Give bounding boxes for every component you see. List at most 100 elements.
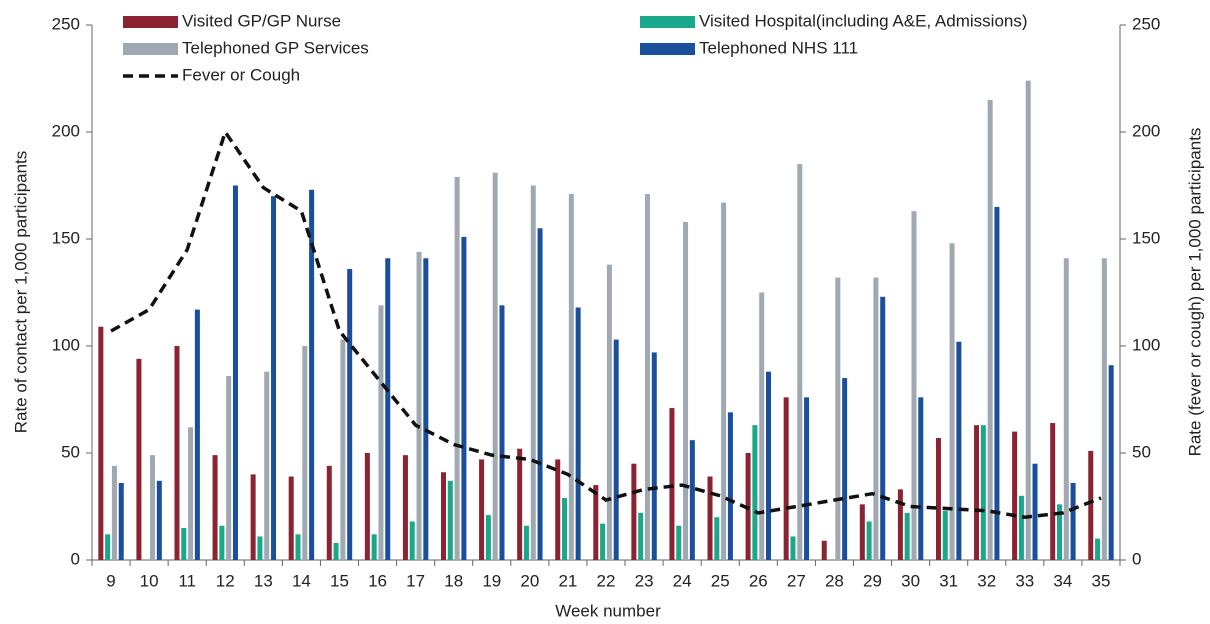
bar — [150, 455, 156, 560]
x-tick-label: 22 — [597, 571, 616, 590]
bar — [479, 459, 485, 560]
bar — [707, 476, 713, 560]
x-tick-label: 20 — [520, 571, 539, 590]
bar — [1050, 423, 1056, 560]
bar — [364, 453, 370, 560]
bar — [606, 264, 612, 560]
x-tick-label: 26 — [749, 571, 768, 590]
x-tick-label: 16 — [368, 571, 387, 590]
legend-label: Telephoned NHS 111 — [699, 38, 858, 57]
bar — [790, 536, 796, 560]
bar — [593, 485, 599, 560]
bar — [1032, 463, 1038, 560]
legend-label: Fever or Cough — [182, 65, 300, 84]
x-tick-label: 30 — [901, 571, 920, 590]
x-tick-label: 19 — [482, 571, 501, 590]
bar — [1095, 538, 1101, 560]
bar — [105, 534, 111, 560]
x-tick-label: 15 — [330, 571, 349, 590]
bar — [212, 455, 218, 560]
bar — [904, 512, 910, 560]
bar — [949, 243, 955, 560]
bar — [523, 525, 529, 560]
legend-label: Visited Hospital(including A&E, Admissio… — [699, 11, 1028, 30]
bar — [651, 352, 657, 560]
x-tick-label: 28 — [825, 571, 844, 590]
bar — [257, 536, 263, 560]
x-tick-label: 29 — [863, 571, 882, 590]
y-tick-label: 50 — [61, 442, 80, 461]
x-tick-label: 14 — [292, 571, 311, 590]
bar — [181, 527, 187, 560]
y2-tick-label: 200 — [1132, 121, 1160, 140]
bar — [295, 534, 301, 560]
bar — [880, 296, 886, 560]
bar — [492, 172, 498, 560]
bar — [568, 194, 574, 560]
y2-tick-label: 150 — [1132, 228, 1160, 247]
bar — [956, 341, 962, 560]
bar — [1063, 258, 1069, 560]
bar — [631, 463, 637, 560]
bar — [461, 236, 467, 561]
bar — [371, 534, 377, 560]
bar — [669, 408, 675, 560]
bar — [600, 523, 606, 560]
x-tick-label: 11 — [178, 571, 196, 590]
bar — [911, 211, 917, 560]
y-tick-label: 250 — [52, 14, 80, 33]
bar — [987, 99, 993, 561]
legend-swatch — [640, 43, 695, 55]
bar — [1012, 431, 1018, 560]
bar — [994, 206, 1000, 560]
bar — [638, 512, 644, 560]
bar — [835, 277, 841, 560]
y2-tick-label: 250 — [1132, 14, 1160, 33]
bar — [644, 194, 650, 560]
bar — [194, 309, 200, 560]
bar — [980, 425, 986, 560]
legend-label: Visited GP/GP Nurse — [182, 11, 341, 30]
bar — [326, 465, 332, 560]
y2-axis-label: Rate (fever or cough) per 1,000 particip… — [1185, 128, 1204, 457]
bar — [1018, 495, 1024, 560]
legend-swatch — [640, 16, 695, 28]
y2-tick-label: 50 — [1132, 442, 1151, 461]
x-tick-label: 9 — [106, 571, 115, 590]
bar — [1088, 450, 1094, 560]
bar — [759, 292, 765, 560]
x-tick-label: 21 — [558, 571, 577, 590]
bar — [347, 268, 353, 560]
bar — [1056, 504, 1062, 560]
bar — [309, 189, 315, 560]
x-tick-label: 32 — [977, 571, 996, 590]
bar — [721, 202, 727, 560]
bar — [1025, 80, 1031, 560]
x-tick-label: 17 — [406, 571, 425, 590]
bar — [1108, 365, 1114, 560]
y2-tick-label: 0 — [1132, 549, 1141, 568]
x-tick-label: 23 — [635, 571, 654, 590]
bar — [188, 427, 194, 560]
bar — [842, 378, 848, 560]
bar — [340, 339, 346, 560]
y2-tick-label: 100 — [1132, 335, 1160, 354]
bar — [250, 474, 256, 560]
x-tick-label: 13 — [254, 571, 273, 590]
bar — [485, 515, 491, 560]
bar — [174, 346, 180, 560]
bar — [613, 339, 619, 560]
bar — [575, 307, 581, 560]
bar — [537, 228, 543, 561]
bar — [530, 185, 536, 560]
x-axis-label: Week number — [555, 601, 661, 620]
bar — [118, 482, 124, 560]
x-tick-label: 12 — [216, 571, 235, 590]
bar — [333, 542, 339, 560]
bar — [676, 525, 682, 560]
bar — [1070, 482, 1076, 560]
bar — [219, 525, 225, 560]
bar — [136, 358, 142, 560]
bar — [264, 371, 270, 560]
